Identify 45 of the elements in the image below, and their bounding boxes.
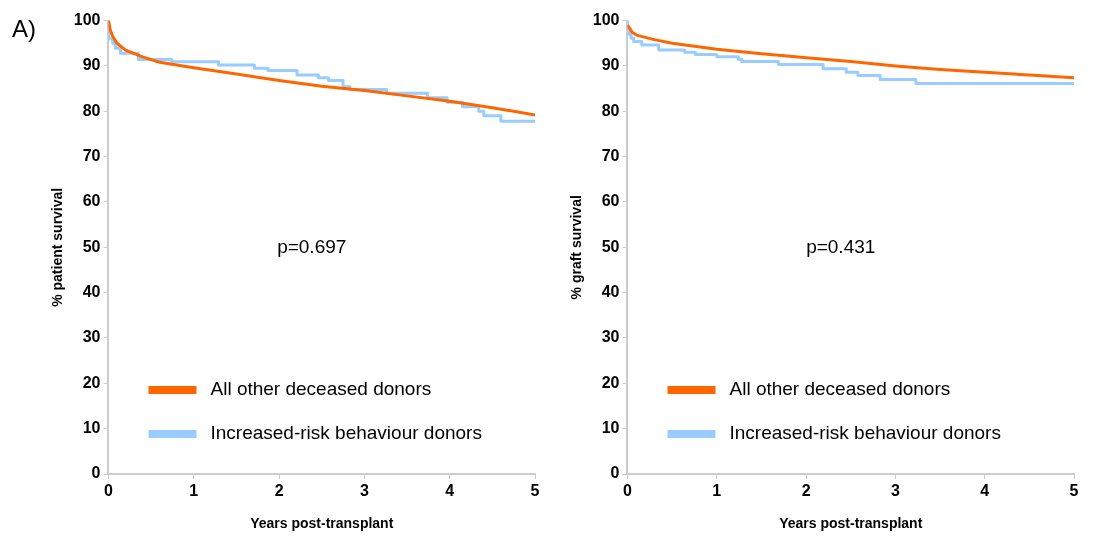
y-tick-label: 90 (82, 56, 101, 74)
y-tick-label: 30 (601, 328, 620, 346)
x-tick-label: 5 (1069, 482, 1079, 500)
x-axis-title: Years post-transplant (779, 515, 923, 532)
legend-label: All other deceased donors (210, 378, 432, 400)
y-tick-label: 80 (601, 101, 620, 119)
x-tick-label: 1 (189, 482, 199, 500)
x-tick-label: 4 (980, 482, 990, 500)
annotation: p=0.697 (277, 235, 347, 257)
y-axis-title: % patient survival (49, 187, 66, 307)
y-tick-label: 40 (82, 283, 101, 301)
y-tick-label: 90 (601, 56, 620, 74)
x-tick-label: 0 (104, 482, 114, 500)
y-tick-label: 80 (82, 101, 101, 119)
y-tick-label: 60 (82, 192, 101, 210)
y-tick-label: 0 (91, 464, 101, 482)
y-tick-label: 20 (82, 373, 101, 391)
y-tick-label: 40 (601, 283, 620, 301)
x-axis-title: Years post-transplant (250, 515, 394, 532)
x-tick-label: 3 (890, 482, 900, 500)
y-tick-label: 50 (82, 237, 101, 255)
y-tick-label: 100 (592, 11, 620, 29)
legend-label: Increased-risk behaviour donors (210, 422, 482, 444)
y-tick-label: 70 (82, 147, 101, 165)
y-tick-label: 30 (82, 328, 101, 346)
y-tick-label: 20 (601, 373, 620, 391)
legend-label: All other deceased donors (729, 378, 951, 400)
annotation: p=0.431 (806, 235, 876, 257)
x-tick-label: 2 (274, 482, 284, 500)
y-axis-title: % graft survival (568, 195, 585, 300)
y-tick-label: 0 (610, 464, 620, 482)
y-tick-label: 50 (601, 237, 620, 255)
y-tick-label: 10 (601, 419, 620, 437)
y-tick-label: 60 (601, 192, 620, 210)
y-tick-label: 10 (82, 419, 101, 437)
x-tick-label: 0 (623, 482, 633, 500)
chart-title: A) (12, 15, 36, 43)
x-tick-label: 4 (445, 482, 455, 500)
y-tick-label: 70 (601, 147, 620, 165)
y-tick-label: 100 (73, 11, 101, 29)
x-tick-label: 5 (530, 482, 540, 500)
legend-label: Increased-risk behaviour donors (729, 422, 1001, 444)
x-tick-label: 2 (801, 482, 811, 500)
x-tick-label: 3 (359, 482, 369, 500)
x-tick-label: 1 (712, 482, 722, 500)
